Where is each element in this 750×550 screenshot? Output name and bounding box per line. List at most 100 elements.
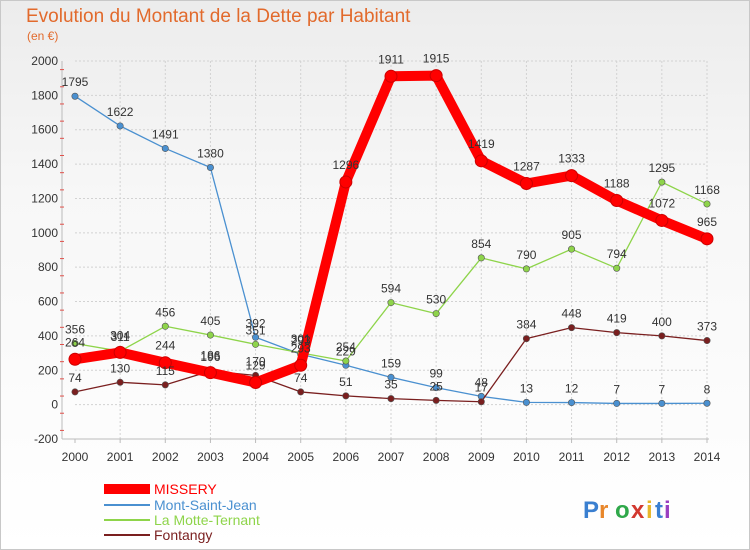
x-tick-label: 2000 (62, 450, 89, 464)
data-point (432, 310, 440, 318)
data-point (432, 384, 440, 392)
data-point (703, 200, 711, 208)
data-label: 264 (65, 335, 85, 349)
data-label: 12 (565, 382, 579, 396)
data-label: 1296 (333, 158, 360, 172)
data-point (387, 373, 395, 381)
data-label: 1295 (649, 161, 676, 175)
data-label: 170 (246, 354, 266, 368)
data-point (113, 345, 127, 359)
data-point (565, 169, 579, 183)
data-label: 405 (200, 314, 220, 328)
data-label: 1622 (107, 105, 134, 119)
data-point (613, 399, 621, 407)
data-label: 13 (520, 381, 534, 395)
data-label: 1491 (152, 127, 179, 141)
data-label: 51 (339, 375, 353, 389)
data-label: 115 (156, 364, 175, 378)
data-point (68, 352, 82, 366)
data-label: 965 (697, 215, 717, 229)
x-tick-label: 2010 (513, 450, 540, 464)
data-label: 1419 (468, 137, 495, 151)
data-label: 392 (246, 316, 266, 330)
y-tick-label: -200 (34, 432, 58, 446)
data-point (252, 340, 260, 348)
data-labels: 1795 1622 1491 1380 392 293 229 159 99 48 13 12 7 7 8 3… (62, 52, 721, 397)
data-point (432, 396, 440, 404)
data-point (613, 264, 621, 272)
y-tick-label: 600 (38, 295, 58, 309)
data-label: 293 (291, 333, 311, 347)
data-label: 229 (336, 344, 356, 358)
data-point (655, 213, 669, 227)
data-point (297, 388, 305, 396)
data-point (387, 299, 395, 307)
data-label: 7 (659, 382, 666, 396)
chart-subtitle: (en €) (27, 29, 58, 43)
x-tick-label: 2009 (468, 450, 495, 464)
x-tick-label: 2007 (378, 450, 405, 464)
logo-letter: x (631, 497, 645, 524)
data-label: 254 (336, 340, 356, 354)
legend-label: La Motte-Ternant (154, 512, 260, 528)
data-label: 790 (516, 248, 536, 262)
data-point (206, 331, 214, 339)
data-label: 905 (562, 228, 582, 242)
data-label: 304 (110, 328, 130, 342)
data-label: 244 (155, 339, 175, 353)
data-label: 8 (704, 382, 711, 396)
x-tick-label: 2001 (107, 450, 134, 464)
grid (75, 60, 708, 440)
data-label: 1188 (604, 177, 630, 191)
data-label: 448 (562, 307, 582, 321)
data-point (474, 154, 488, 168)
data-label: 17 (475, 381, 489, 395)
data-label: 351 (246, 323, 266, 337)
data-point (116, 378, 124, 386)
data-label: 594 (381, 282, 401, 296)
data-point (71, 388, 79, 396)
data-point (700, 232, 714, 246)
x-tick-label: 2012 (603, 450, 630, 464)
data-point (203, 366, 217, 380)
data-point (477, 254, 485, 262)
y-tick-label: 0 (51, 398, 58, 412)
data-label: 373 (697, 320, 717, 334)
axes: -200 0 200 400 600 800 1000 1200 1400 1600 1800 200… (31, 54, 720, 464)
x-tick-label: 2002 (152, 450, 179, 464)
data-label: 99 (429, 367, 443, 381)
data-label: 35 (384, 378, 398, 392)
x-tick-label: 2008 (423, 450, 450, 464)
series-group (68, 69, 714, 407)
data-point (703, 399, 711, 407)
y-tick-label: 1200 (31, 191, 58, 205)
data-point (522, 398, 530, 406)
y-tick-label: 1600 (31, 123, 58, 137)
data-label: 1168 (694, 183, 720, 197)
data-point (477, 398, 485, 406)
data-point (116, 122, 124, 130)
y-tick-label: 1800 (31, 88, 58, 102)
y-tick-label: 800 (38, 260, 58, 274)
data-point (568, 245, 576, 253)
data-point (522, 265, 530, 273)
data-point (161, 144, 169, 152)
data-point (339, 175, 353, 189)
legend-label: Fontangy (154, 527, 212, 543)
data-point (658, 178, 666, 186)
data-point (161, 381, 169, 389)
data-label: 1287 (513, 160, 540, 174)
x-tick-label: 2011 (559, 450, 585, 464)
data-label: 400 (652, 315, 672, 329)
x-tick-label: 2013 (649, 450, 676, 464)
data-label: 384 (516, 318, 536, 332)
data-point (206, 164, 214, 172)
y-tick-label: 200 (38, 363, 58, 377)
data-point (158, 356, 172, 370)
logo-letter: i (646, 497, 653, 524)
data-label: 186 (200, 349, 220, 363)
data-point (384, 69, 398, 83)
data-label: 794 (607, 247, 627, 261)
